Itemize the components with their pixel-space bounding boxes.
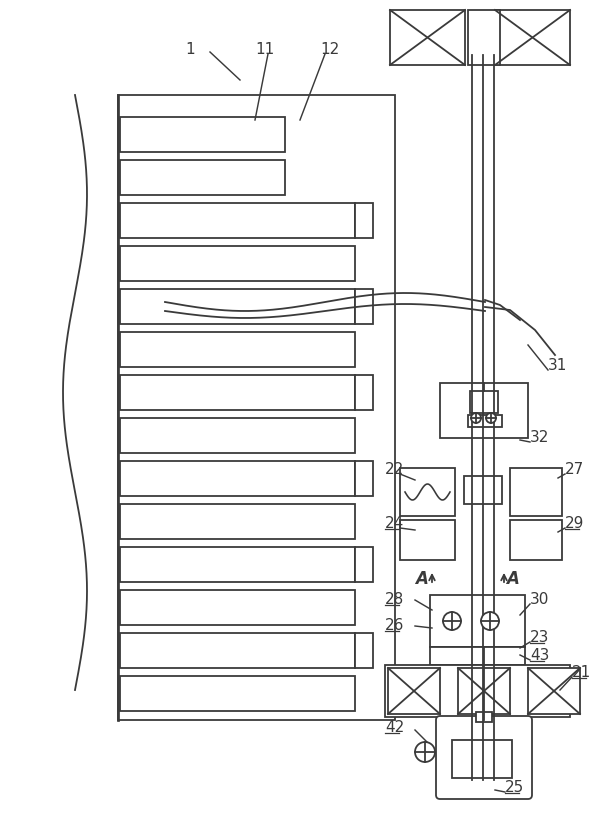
Text: 11: 11	[255, 42, 274, 57]
Bar	[120, 633, 355, 668]
Text: 31: 31	[548, 358, 567, 373]
Bar	[120, 461, 355, 496]
Bar	[510, 468, 562, 516]
Text: 29: 29	[565, 516, 585, 531]
Bar	[458, 668, 510, 714]
Text: A: A	[415, 570, 428, 588]
Bar	[120, 504, 355, 539]
Text: 32: 32	[530, 430, 550, 445]
Bar	[476, 712, 492, 722]
Bar	[495, 10, 570, 65]
Bar	[355, 461, 373, 496]
Text: 24: 24	[385, 516, 404, 531]
Bar	[120, 117, 285, 152]
Bar	[120, 246, 355, 281]
Text: 26: 26	[385, 618, 405, 633]
Bar	[470, 391, 498, 413]
Bar	[510, 520, 562, 560]
Bar	[390, 10, 465, 65]
Circle shape	[415, 742, 435, 762]
Bar	[355, 633, 373, 668]
Text: A: A	[506, 570, 519, 588]
Text: 28: 28	[385, 592, 404, 607]
Bar	[355, 289, 373, 324]
Text: 27: 27	[565, 462, 585, 477]
Bar	[385, 665, 570, 717]
Circle shape	[486, 413, 496, 423]
Bar	[355, 203, 373, 238]
Circle shape	[471, 413, 481, 423]
Bar	[118, 95, 395, 720]
FancyBboxPatch shape	[436, 716, 532, 799]
Circle shape	[481, 612, 499, 630]
Text: 25: 25	[505, 780, 524, 795]
Bar	[468, 10, 500, 65]
Text: 22: 22	[385, 462, 404, 477]
Bar	[120, 375, 355, 410]
Bar	[464, 476, 502, 504]
Bar	[120, 332, 355, 367]
Bar	[120, 418, 355, 453]
Bar	[388, 668, 440, 714]
Bar	[528, 668, 580, 714]
Bar	[355, 547, 373, 582]
Text: 21: 21	[572, 665, 591, 680]
Bar	[430, 595, 525, 647]
Text: 30: 30	[530, 592, 550, 607]
Bar	[120, 203, 355, 238]
Bar	[355, 375, 373, 410]
Bar	[400, 468, 455, 516]
Bar	[120, 547, 355, 582]
Text: 23: 23	[530, 630, 550, 645]
Circle shape	[443, 612, 461, 630]
Bar	[468, 415, 502, 427]
Bar	[120, 676, 355, 711]
Text: 12: 12	[320, 42, 340, 57]
Bar	[452, 740, 512, 778]
Bar	[120, 160, 285, 195]
Text: 42: 42	[385, 720, 404, 735]
Text: 43: 43	[530, 648, 550, 663]
Bar	[120, 289, 355, 324]
Bar	[400, 520, 455, 560]
Bar	[120, 590, 355, 625]
Bar	[440, 383, 528, 438]
Bar	[430, 647, 525, 665]
Text: 1: 1	[185, 42, 195, 57]
